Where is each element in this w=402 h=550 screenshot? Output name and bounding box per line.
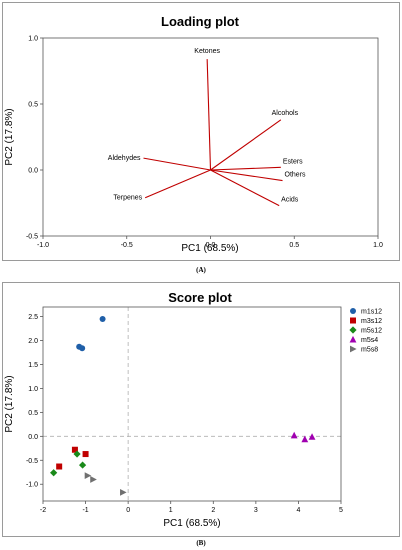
score-point-m5s4 — [301, 435, 309, 443]
y-tick-label: 1.5 — [28, 362, 38, 369]
score-plot-frame — [42, 306, 342, 502]
loading-label-alcohols: Alcohols — [272, 110, 299, 117]
y-tick-label: -0.5 — [26, 458, 38, 465]
loading-vector-acids — [210, 169, 280, 207]
score-plot-title: Score plot — [168, 290, 232, 305]
legend-marker-m3s12 — [350, 317, 356, 324]
loading-label-terpenes: Terpenes — [113, 195, 142, 202]
legend-marker-m5s4 — [349, 335, 357, 343]
score-plot-legend: m1s12 m3s12 m5s12 m5s4 m5s8 — [349, 308, 382, 354]
legend-label-m5s8: m5s8 — [361, 347, 378, 354]
x-tick-label: 1.0 — [373, 242, 383, 249]
loading-label-esters: Esters — [283, 158, 303, 165]
loading-vector-aldehydes — [143, 157, 211, 171]
score-point-m1s12 — [79, 345, 86, 352]
loading-label-aldehydes: Aldehydes — [108, 155, 141, 162]
loading-label-others: Others — [285, 172, 307, 179]
score-point-m5s4 — [290, 431, 298, 439]
score-point-m3s12 — [56, 463, 63, 470]
x-tick-label: -1 — [82, 507, 88, 514]
loading-x-axis-label: PC1 (68.5%) — [181, 243, 238, 254]
legend-marker-m5s8 — [350, 345, 357, 353]
loading-label-acids: Acids — [281, 197, 299, 204]
loading-vector-others — [210, 169, 283, 182]
score-x-axis-label: PC1 (68.5%) — [163, 518, 220, 529]
score-plot-panel — [2, 282, 400, 537]
loading-vector-alcohols — [210, 119, 282, 171]
y-tick-label: 2.0 — [28, 338, 38, 345]
score-point-m5s4 — [308, 433, 316, 440]
x-tick-label: 4 — [296, 507, 300, 514]
score-point-m5s12 — [50, 469, 58, 477]
y-tick-label: -1.0 — [26, 482, 38, 489]
score-point-m5s12 — [78, 461, 87, 469]
x-tick-label: 0.5 — [289, 242, 299, 249]
legend-marker-m5s12 — [349, 326, 357, 334]
score-point-m3s12 — [71, 446, 78, 453]
panel-caption-a: (A) — [196, 266, 206, 274]
loading-vector-terpenes — [144, 169, 211, 199]
y-tick-label: 2.5 — [28, 314, 38, 321]
x-tick-label: -0.5 — [121, 242, 133, 249]
x-tick-label: 1 — [169, 507, 173, 514]
loading-plot-chart: Loading plot -1.0 -0.5 0.0 0.5 1.0-0.50.00.5… — [4, 14, 383, 254]
legend-label-m5s12: m5s12 — [361, 328, 382, 335]
x-tick-label: 2 — [211, 507, 215, 514]
legend-marker-m1s12 — [350, 308, 356, 314]
y-tick-label: -0.5 — [26, 234, 38, 241]
legend-label-m3s12: m3s12 — [361, 318, 382, 325]
x-tick-label: 0.0 — [206, 242, 216, 249]
x-tick-label: 3 — [254, 507, 258, 514]
y-tick-label: 0.0 — [28, 168, 38, 175]
y-tick-label: 1.0 — [28, 386, 38, 393]
score-point-m5s8 — [90, 476, 97, 483]
loading-plot-title: Loading plot — [161, 14, 240, 29]
y-tick-label: 0.5 — [28, 102, 38, 109]
loading-plot-panel — [2, 2, 400, 261]
panel-caption-b: (B) — [196, 539, 206, 547]
legend-label-m1s12: m1s12 — [361, 309, 382, 316]
score-point-m5s8 — [120, 488, 127, 496]
y-tick-label: 0.0 — [28, 434, 38, 441]
loading-y-axis-label: PC2 (17.8%) — [4, 108, 15, 165]
legend-label-m5s4: m5s4 — [361, 337, 378, 344]
loading-vector-ketones — [206, 59, 212, 171]
y-tick-label: 1.0 — [28, 36, 38, 43]
score-y-axis-label: PC2 (17.8%) — [4, 375, 15, 432]
loading-label-ketones: Ketones — [194, 48, 220, 55]
x-tick-label: -1.0 — [37, 242, 49, 249]
score-point-m5s8 — [84, 472, 92, 480]
x-tick-label: 5 — [339, 507, 343, 514]
x-tick-label: 0 — [126, 507, 130, 514]
loading-vector-esters — [210, 166, 281, 171]
y-tick-label: 0.5 — [28, 410, 38, 417]
score-point-m1s12 — [99, 315, 106, 322]
x-tick-label: -2 — [40, 507, 46, 514]
score-point-m5s12 — [73, 450, 81, 458]
score-point-m3s12 — [82, 451, 89, 458]
